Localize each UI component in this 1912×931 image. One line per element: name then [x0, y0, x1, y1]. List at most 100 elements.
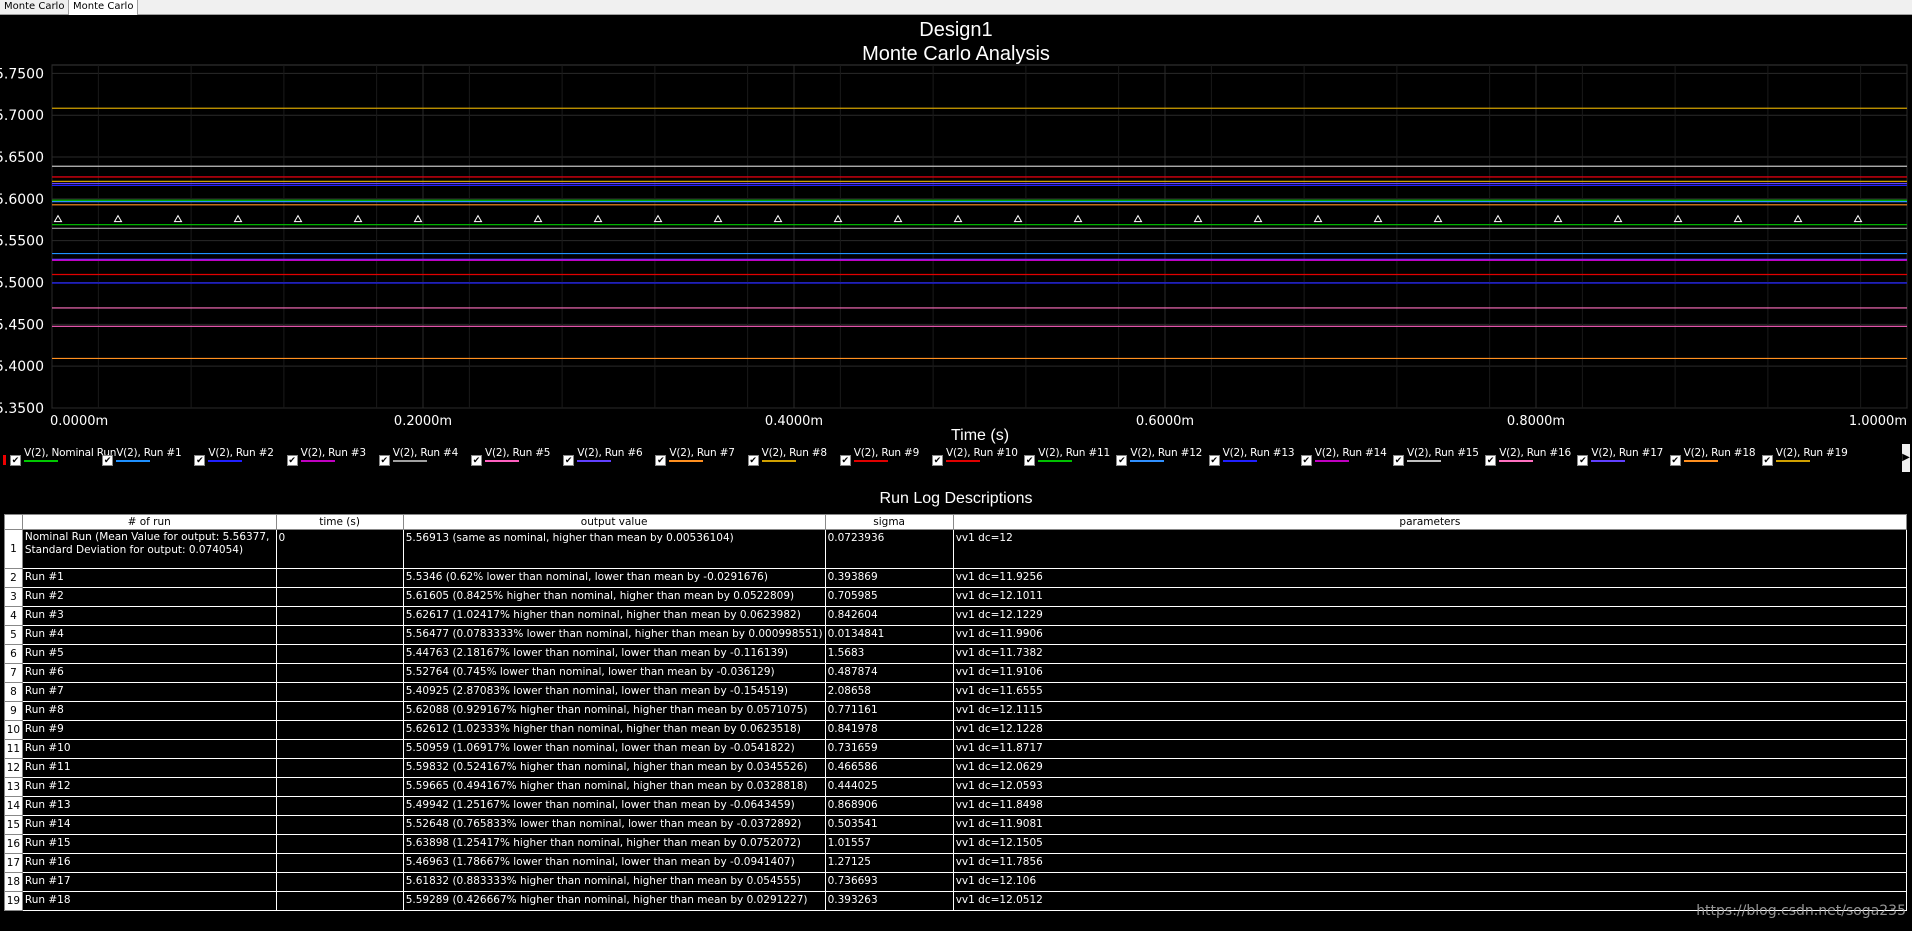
cell-sigma[interactable]: 1.01557 [824, 834, 954, 854]
cell-output[interactable]: 5.56913 (same as nominal, higher than me… [402, 529, 826, 569]
table-row[interactable]: 4 Run #3 5.62617 (1.02417% higher than nom… [4, 606, 1907, 626]
cell-sigma[interactable]: 0.0134841 [824, 625, 954, 645]
cell-time[interactable] [275, 606, 404, 626]
legend-checkbox[interactable]: ✔ [1024, 455, 1036, 466]
table-row[interactable]: 16 Run #15 5.63898 (1.25417% higher than n… [4, 834, 1907, 854]
cell-output[interactable]: 5.52764 (0.745% lower than nominal, lowe… [402, 663, 826, 683]
table-row[interactable]: 3 Run #2 5.61605 (0.8425% higher than nomi… [4, 587, 1907, 607]
cell-sigma[interactable]: 0.841978 [824, 720, 954, 740]
cell-parameters[interactable]: vv1 dc=11.7856 [952, 853, 1907, 873]
cell-run[interactable]: Run #3 [21, 606, 277, 626]
column-header-parameters[interactable]: parameters [952, 514, 1907, 530]
cell-output[interactable]: 5.40925 (2.87083% lower than nominal, lo… [402, 682, 826, 702]
tab-monte-carlo-2[interactable]: Monte Carlo [68, 0, 139, 15]
cell-run[interactable]: Run #10 [21, 739, 277, 759]
table-row[interactable]: 10 Run #9 5.62612 (1.02333% higher than no… [4, 720, 1907, 740]
row-number[interactable]: 1 [4, 529, 23, 569]
cell-time[interactable] [275, 720, 404, 740]
cell-parameters[interactable]: vv1 dc=12.1011 [952, 587, 1907, 607]
cell-run[interactable]: Run #1 [21, 568, 277, 588]
cell-sigma[interactable]: 2.08658 [824, 682, 954, 702]
cell-time[interactable] [275, 777, 404, 797]
cell-time[interactable] [275, 663, 404, 683]
legend-checkbox[interactable]: ✔ [102, 455, 114, 466]
cell-sigma[interactable]: 0.503541 [824, 815, 954, 835]
cell-time[interactable] [275, 682, 404, 702]
cell-parameters[interactable]: vv1 dc=11.8498 [952, 796, 1907, 816]
cell-parameters[interactable]: vv1 dc=12.1228 [952, 720, 1907, 740]
cell-output[interactable]: 5.62617 (1.02417% higher than nominal, h… [402, 606, 826, 626]
legend-checkbox[interactable]: ✔ [1116, 455, 1128, 466]
table-row[interactable]: 18 Run #17 5.61832 (0.883333% higher than … [4, 872, 1907, 892]
row-number[interactable]: 4 [4, 606, 23, 626]
cell-time[interactable] [275, 853, 404, 873]
cell-sigma[interactable]: 0.0723936 [824, 529, 954, 569]
cell-parameters[interactable]: vv1 dc=11.9081 [952, 815, 1907, 835]
legend-checkbox[interactable]: ✔ [471, 455, 482, 466]
cell-parameters[interactable]: vv1 dc=12.106 [952, 872, 1907, 892]
cell-run[interactable]: Run #4 [21, 625, 277, 645]
table-row[interactable]: 2 Run #1 5.5346 (0.62% lower than nominal,… [4, 568, 1907, 588]
cell-sigma[interactable]: 0.444025 [824, 777, 954, 797]
legend-checkbox[interactable]: ✔ [194, 455, 206, 466]
legend-checkbox[interactable]: ✔ [655, 455, 667, 466]
cell-output[interactable]: 5.59289 (0.426667% higher than nominal, … [402, 891, 826, 911]
row-number[interactable]: 3 [4, 587, 23, 607]
cell-sigma[interactable]: 0.771161 [824, 701, 954, 721]
cell-time[interactable] [275, 568, 404, 588]
cell-run[interactable]: Run #6 [21, 663, 277, 683]
cell-parameters[interactable]: vv1 dc=12.1229 [952, 606, 1907, 626]
cell-output[interactable]: 5.46963 (1.78667% lower than nominal, lo… [402, 853, 826, 873]
column-header-output[interactable]: output value [402, 514, 826, 530]
legend-checkbox[interactable]: ✔ [932, 455, 943, 466]
cell-output[interactable]: 5.44763 (2.18167% lower than nominal, lo… [402, 644, 826, 664]
cell-output[interactable]: 5.50959 (1.06917% lower than nominal, lo… [402, 739, 826, 759]
legend-checkbox[interactable]: ✔ [1577, 455, 1589, 466]
cell-time[interactable] [275, 834, 404, 854]
cell-run[interactable]: Run #7 [21, 682, 277, 702]
table-row[interactable]: 9 Run #8 5.62088 (0.929167% higher than no… [4, 701, 1907, 721]
table-row[interactable]: 14 Run #13 5.49942 (1.25167% lower than no… [4, 796, 1907, 816]
cell-sigma[interactable]: 1.5683 [824, 644, 954, 664]
cell-time[interactable] [275, 796, 404, 816]
run-log-table-container[interactable]: # of run time (s) output value sigma par… [4, 514, 1907, 926]
cell-output[interactable]: 5.59665 (0.494167% higher than nominal, … [402, 777, 826, 797]
cell-time[interactable] [275, 625, 404, 645]
table-row[interactable]: 12 Run #11 5.59832 (0.524167% higher than … [4, 758, 1907, 778]
cell-parameters[interactable]: vv1 dc=11.9906 [952, 625, 1907, 645]
cell-sigma[interactable]: 0.705985 [824, 587, 954, 607]
row-number[interactable]: 9 [4, 701, 23, 721]
row-number[interactable]: 17 [4, 853, 23, 873]
legend-scroll-right-button[interactable]: ▶ [1902, 444, 1910, 472]
cell-output[interactable]: 5.62612 (1.02333% higher than nominal, h… [402, 720, 826, 740]
cell-run[interactable]: Run #8 [21, 701, 277, 721]
cell-output[interactable]: 5.56477 (0.0783333% lower than nominal, … [402, 625, 826, 645]
cell-sigma[interactable]: 0.842604 [824, 606, 954, 626]
cell-run[interactable]: Run #12 [21, 777, 277, 797]
row-number[interactable]: 6 [4, 644, 23, 664]
cell-parameters[interactable]: vv1 dc=11.9106 [952, 663, 1907, 683]
cell-run[interactable]: Run #2 [21, 587, 277, 607]
row-number[interactable]: 13 [4, 777, 23, 797]
cell-output[interactable]: 5.62088 (0.929167% higher than nominal, … [402, 701, 826, 721]
cell-run[interactable]: Run #11 [21, 758, 277, 778]
legend-checkbox[interactable]: ✔ [1761, 455, 1773, 466]
row-number[interactable]: 2 [4, 568, 23, 588]
cell-parameters[interactable]: vv1 dc=11.7382 [952, 644, 1907, 664]
cell-sigma[interactable]: 1.27125 [824, 853, 954, 873]
cell-time[interactable] [275, 739, 404, 759]
row-number[interactable]: 8 [4, 682, 23, 702]
table-row[interactable]: 17 Run #16 5.46963 (1.78667% lower than no… [4, 853, 1907, 873]
cell-time[interactable]: 0 [275, 529, 404, 569]
cell-run[interactable]: Run #14 [21, 815, 277, 835]
legend-checkbox[interactable]: ✔ [286, 455, 298, 466]
cell-parameters[interactable]: vv1 dc=11.8717 [952, 739, 1907, 759]
cell-output[interactable]: 5.61832 (0.883333% higher than nominal, … [402, 872, 826, 892]
cell-sigma[interactable]: 0.868906 [824, 796, 954, 816]
legend-checkbox[interactable]: ✔ [1485, 455, 1497, 466]
cell-output[interactable]: 5.52648 (0.765833% lower than nominal, l… [402, 815, 826, 835]
row-number[interactable]: 5 [4, 625, 23, 645]
legend-checkbox[interactable]: ✔ [1669, 455, 1681, 466]
legend-checkbox[interactable]: ✔ [747, 455, 759, 466]
cell-sigma[interactable]: 0.731659 [824, 739, 954, 759]
